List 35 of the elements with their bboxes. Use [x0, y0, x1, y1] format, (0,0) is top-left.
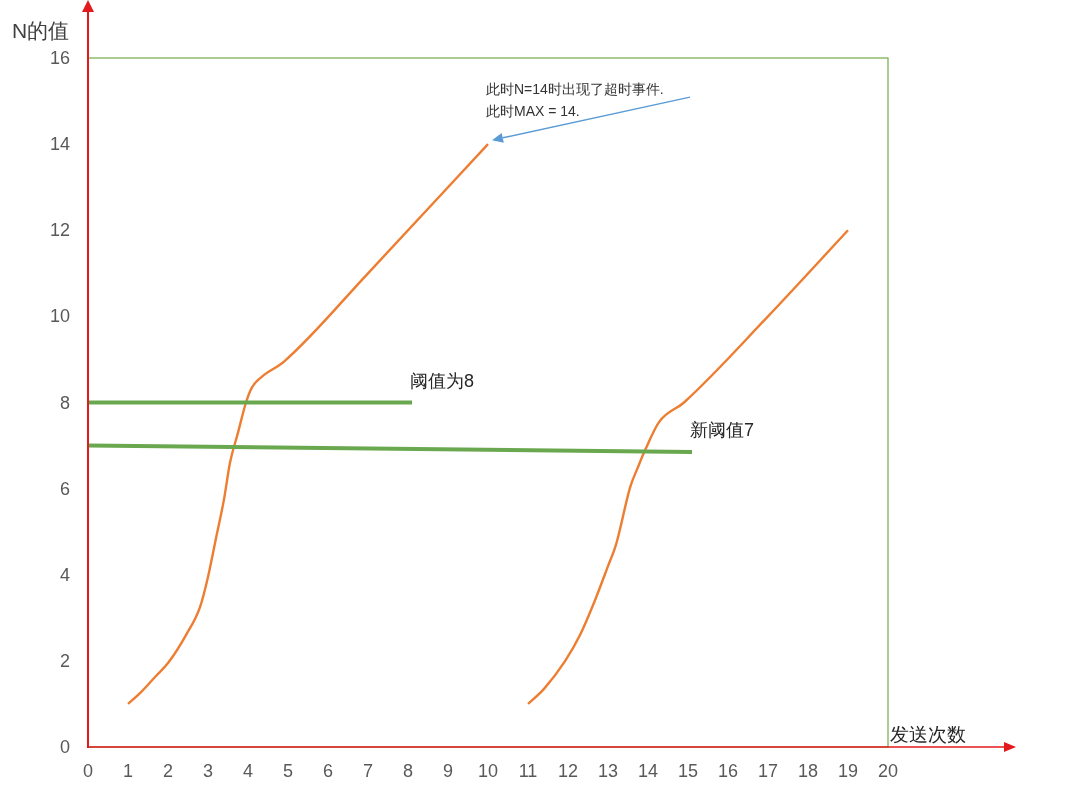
annotation: 此时N=14时出现了超时事件. 此时MAX = 14.: [486, 80, 664, 122]
y-tick-label: 12: [49, 220, 70, 241]
x-tick-label: 6: [322, 761, 334, 781]
y-axis-title: N的值: [12, 19, 70, 42]
y-tick-label: 8: [59, 392, 70, 413]
x-tick-label: 15: [677, 761, 699, 781]
y-tick-label: 2: [59, 650, 70, 671]
y-tick-label: 0: [59, 737, 70, 757]
series-label: 阈值为8: [410, 370, 475, 391]
x-tick-label: 20: [877, 761, 899, 781]
y-tick-label: 10: [49, 306, 70, 327]
x-tick-label: 17: [757, 761, 779, 781]
x-tick-label: 1: [122, 761, 134, 781]
x-tick-label: 8: [402, 761, 414, 781]
x-tick-label: 18: [797, 761, 819, 781]
y-tick-label: 6: [59, 478, 70, 499]
x-tick-label: 9: [442, 761, 454, 781]
x-tick-label: 3: [202, 761, 214, 781]
x-tick-label: 19: [837, 761, 859, 781]
y-tick-label: 14: [49, 134, 70, 155]
x-tick-label: 0: [82, 761, 94, 781]
x-tick-label: 5: [282, 761, 294, 781]
y-tick-label: 16: [49, 48, 70, 68]
x-tick-label: 16: [717, 761, 739, 781]
x-tick-label: 14: [637, 761, 659, 781]
x-tick-label: 10: [477, 761, 499, 781]
x-tick-label: 2: [162, 761, 174, 781]
series-label: 新阈值7: [690, 420, 755, 441]
x-tick-label: 7: [362, 761, 374, 781]
x-tick-label: 4: [242, 761, 254, 781]
x-tick-label: 12: [557, 761, 579, 781]
x-axis-title: 发送次数: [890, 724, 966, 745]
y-tick-label: 4: [59, 564, 70, 585]
x-tick-label: 11: [518, 761, 538, 781]
x-tick-label: 13: [597, 761, 619, 781]
